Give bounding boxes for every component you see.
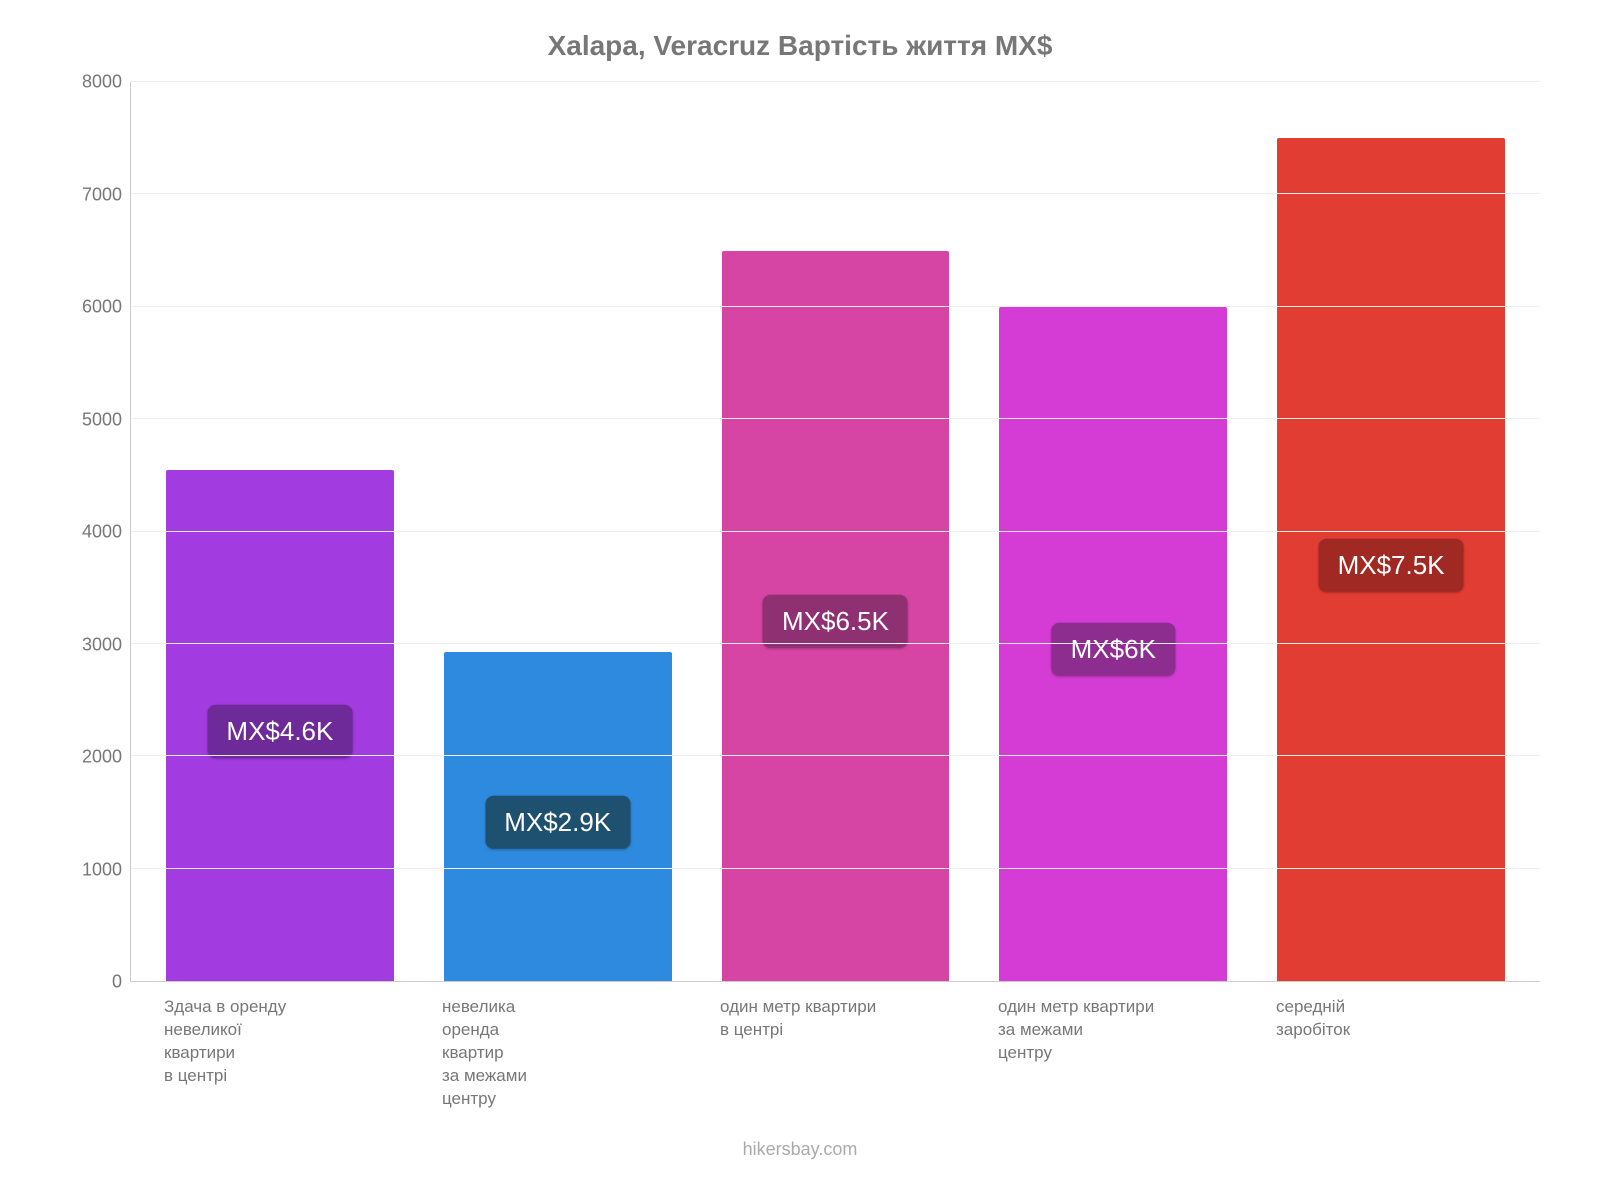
x-tick-label: Здача в оренду невеликої квартири в цент… xyxy=(164,982,286,1111)
gridline xyxy=(131,643,1540,644)
bar-slot: MX$2.9K xyxy=(419,82,697,981)
x-label-slot: середній заробіток xyxy=(1252,982,1530,1111)
x-label-slot: один метр квартири за межами центру xyxy=(974,982,1252,1111)
chart-title: Xalapa, Veracruz Вартість життя MX$ xyxy=(60,30,1540,62)
gridline xyxy=(131,418,1540,419)
y-tick-label: 8000 xyxy=(82,72,122,93)
y-tick-label: 1000 xyxy=(82,859,122,880)
x-label-slot: один метр квартири в центрі xyxy=(696,982,974,1111)
x-label-slot: невелика оренда квартир за межами центру xyxy=(418,982,696,1111)
y-tick-label: 3000 xyxy=(82,634,122,655)
credit-text: hikersbay.com xyxy=(60,1139,1540,1160)
bar-slot: MX$6.5K xyxy=(697,82,975,981)
x-tick-label: середній заробіток xyxy=(1276,982,1350,1111)
y-tick-label: 4000 xyxy=(82,522,122,543)
bars-layer: MX$4.6K MX$2.9K MX$6.5K MX$6K MX$7.5K xyxy=(131,82,1540,981)
bar: MX$6.5K xyxy=(722,251,950,982)
bar-value-badge: MX$6K xyxy=(1052,623,1175,676)
y-tick-label: 2000 xyxy=(82,747,122,768)
bar-slot: MX$4.6K xyxy=(141,82,419,981)
gridline xyxy=(131,193,1540,194)
gridline xyxy=(131,868,1540,869)
y-axis: 010002000300040005000600070008000 xyxy=(60,82,130,982)
bar-value-badge: MX$4.6K xyxy=(207,704,352,757)
bar: MX$7.5K xyxy=(1277,138,1505,981)
chart-body: 010002000300040005000600070008000 MX$4.6… xyxy=(60,82,1540,982)
y-tick-label: 7000 xyxy=(82,184,122,205)
x-tick-label: один метр квартири за межами центру xyxy=(998,982,1154,1111)
chart-wrap: 010002000300040005000600070008000 MX$4.6… xyxy=(60,82,1540,1111)
x-tick-label: невелика оренда квартир за межами центру xyxy=(442,982,527,1111)
x-tick-label: один метр квартири в центрі xyxy=(720,982,876,1111)
y-tick-label: 0 xyxy=(112,972,122,993)
plot-area: MX$4.6K MX$2.9K MX$6.5K MX$6K MX$7.5K xyxy=(130,82,1540,982)
x-label-slot: Здача в оренду невеликої квартири в цент… xyxy=(140,982,418,1111)
bar: MX$2.9K xyxy=(444,652,672,981)
gridline xyxy=(131,531,1540,532)
bar-value-badge: MX$6.5K xyxy=(763,595,908,648)
gridline xyxy=(131,755,1540,756)
bar-slot: MX$6K xyxy=(974,82,1252,981)
y-tick-label: 5000 xyxy=(82,409,122,430)
bar-value-badge: MX$7.5K xyxy=(1319,539,1464,592)
bar-slot: MX$7.5K xyxy=(1252,82,1530,981)
gridline xyxy=(131,81,1540,82)
bar: MX$4.6K xyxy=(166,470,394,981)
bar-value-badge: MX$2.9K xyxy=(485,795,630,848)
y-tick-label: 6000 xyxy=(82,297,122,318)
gridline xyxy=(131,306,1540,307)
x-axis: Здача в оренду невеликої квартири в цент… xyxy=(130,982,1540,1111)
